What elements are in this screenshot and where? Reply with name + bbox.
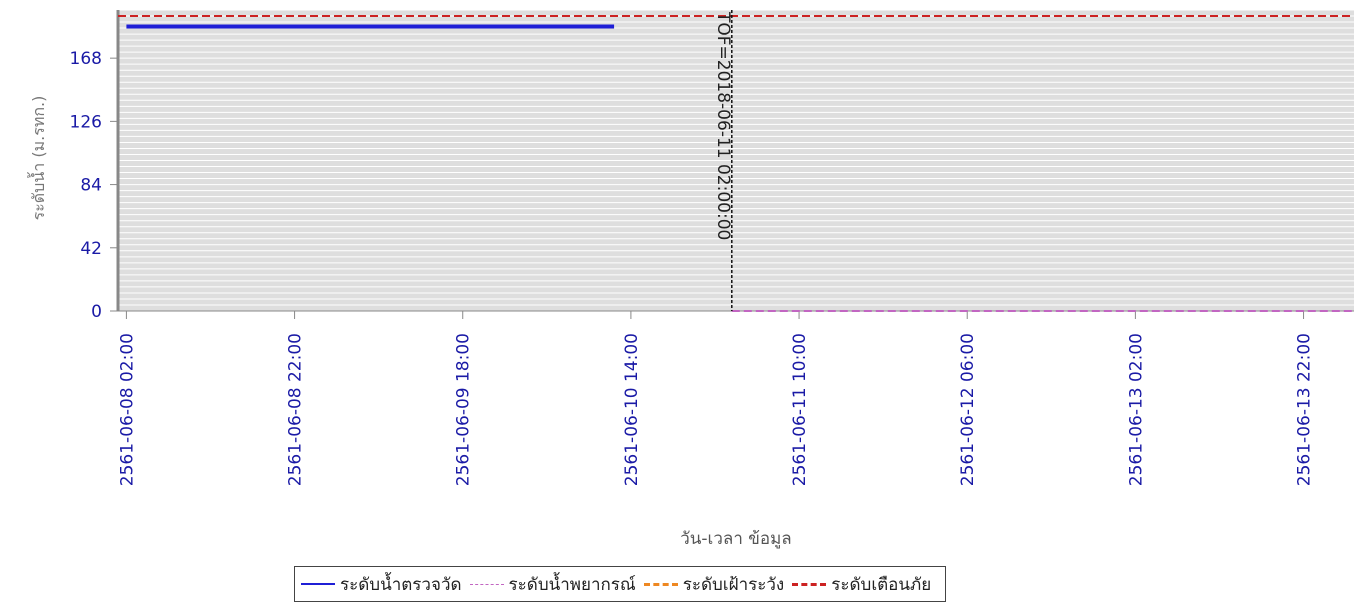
water-level-chart: 0 42 84 126 168 2561-06-08 02:00 2561-06-08 2… xyxy=(27,9,1354,549)
x-tick-label: 2561-06-09 18:00 xyxy=(454,333,474,486)
x-tick-label: 2561-06-12 06:00 xyxy=(958,333,978,486)
legend-item: ระดับน้ำพยากรณ์ xyxy=(469,571,636,598)
legend-swatch xyxy=(643,582,678,586)
legend-swatch xyxy=(469,583,504,585)
legend-swatch xyxy=(301,583,335,585)
x-tick-label: 2561-06-08 22:00 xyxy=(286,333,306,486)
tof-marker: TOF=2018-06-11 02:00:00 xyxy=(713,10,733,311)
tof-label: TOF=2018-06-11 02:00:00 xyxy=(713,11,733,240)
x-tick-label: 2561-06-08 02:00 xyxy=(117,333,137,486)
x-tick-label: 2561-06-11 10:00 xyxy=(790,333,810,486)
legend-label: ระดับเตือนภัย xyxy=(831,574,932,595)
gridlines xyxy=(118,9,1354,312)
y-tick-label: 42 xyxy=(80,239,102,259)
series-lines xyxy=(118,15,1354,312)
y-tick-labels: 0 42 84 126 168 xyxy=(70,49,118,322)
x-tick-label: 2561-06-13 22:00 xyxy=(1295,333,1315,486)
x-axis-label: วัน-เวลา ข้อมูล xyxy=(680,529,791,549)
legend-item: ระดับเฝ้าระวัง xyxy=(643,571,785,598)
x-tick-labels: 2561-06-08 02:00 2561-06-08 22:00 2561-06-… xyxy=(117,311,1315,486)
y-tick-label: 126 xyxy=(70,112,102,132)
legend-item: ระดับน้ำตรวจวัด xyxy=(301,571,462,598)
legend-label: ระดับเฝ้าระวัง xyxy=(682,574,785,595)
y-tick-label: 84 xyxy=(80,176,102,196)
legend-swatch xyxy=(792,582,827,586)
y-axis-label: ระดับน้ำ (ม.รทก.) xyxy=(27,96,48,221)
legend-label: ระดับน้ำพยากรณ์ xyxy=(508,574,636,595)
y-tick-label: 0 xyxy=(91,302,102,322)
legend-item: ระดับเตือนภัย xyxy=(792,571,931,598)
legend: ระดับน้ำตรวจวัด ระดับน้ำพยากรณ์ ระดับเฝ้าร… xyxy=(294,566,947,602)
legend-label: ระดับน้ำตรวจวัด xyxy=(340,574,462,595)
x-tick-label: 2561-06-13 02:00 xyxy=(1126,333,1146,486)
y-tick-label: 168 xyxy=(70,49,102,69)
x-tick-label: 2561-06-10 14:00 xyxy=(622,333,642,486)
